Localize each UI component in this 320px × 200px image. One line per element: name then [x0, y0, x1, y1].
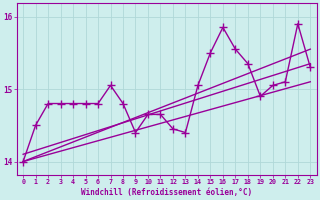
X-axis label: Windchill (Refroidissement éolien,°C): Windchill (Refroidissement éolien,°C): [81, 188, 252, 197]
